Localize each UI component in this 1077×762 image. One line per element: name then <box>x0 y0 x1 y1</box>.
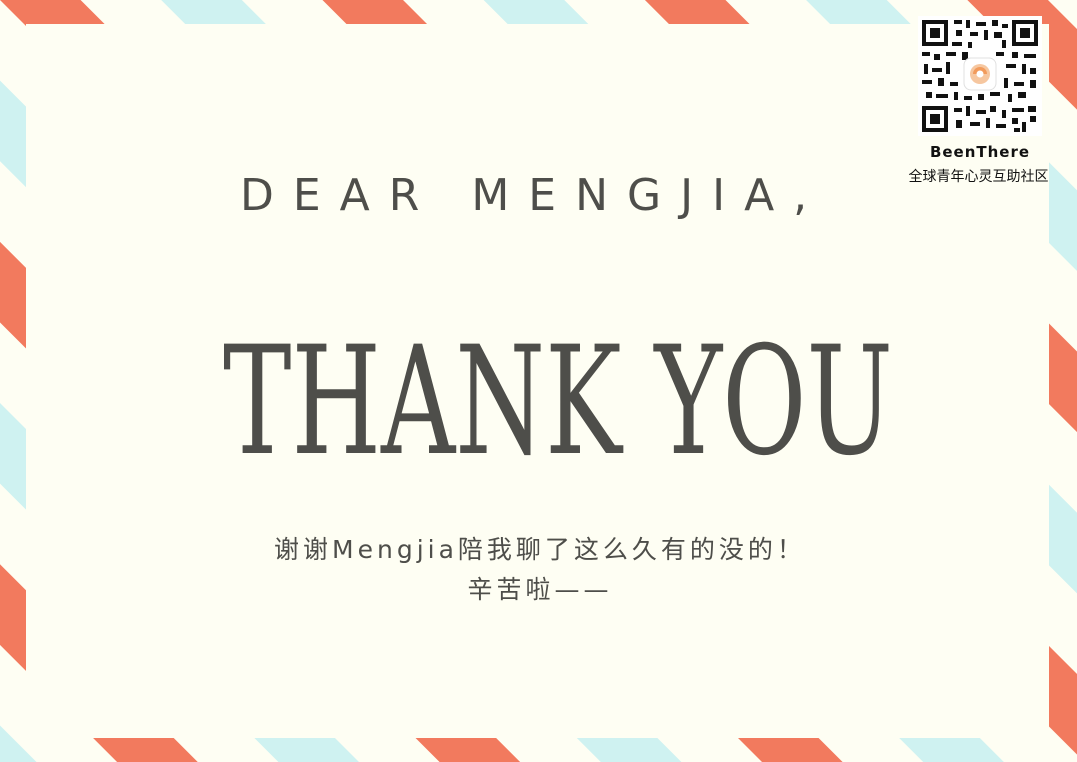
brand-name: BeenThere <box>929 143 1031 161</box>
headline-text: THANK YOU <box>223 315 893 489</box>
brand-tagline: 全球青年心灵互助社区 <box>908 169 1049 185</box>
headline: THANK YOU <box>223 315 893 489</box>
greeting-text: DEAR MENGJIA, <box>240 170 827 221</box>
message-line-1: 谢谢Mengjia陪我聊了这么久有的没的！ <box>274 535 806 564</box>
message-line-2: 辛苦啦—— <box>467 575 613 604</box>
beenthere-logo-icon <box>970 64 990 84</box>
card-paper <box>26 24 1049 738</box>
qr-code[interactable] <box>918 16 1042 136</box>
qr-code-icon <box>918 16 1042 136</box>
thank-you-message: 谢谢Mengjia陪我聊了这么久有的没的！ 辛苦啦—— <box>200 530 880 610</box>
